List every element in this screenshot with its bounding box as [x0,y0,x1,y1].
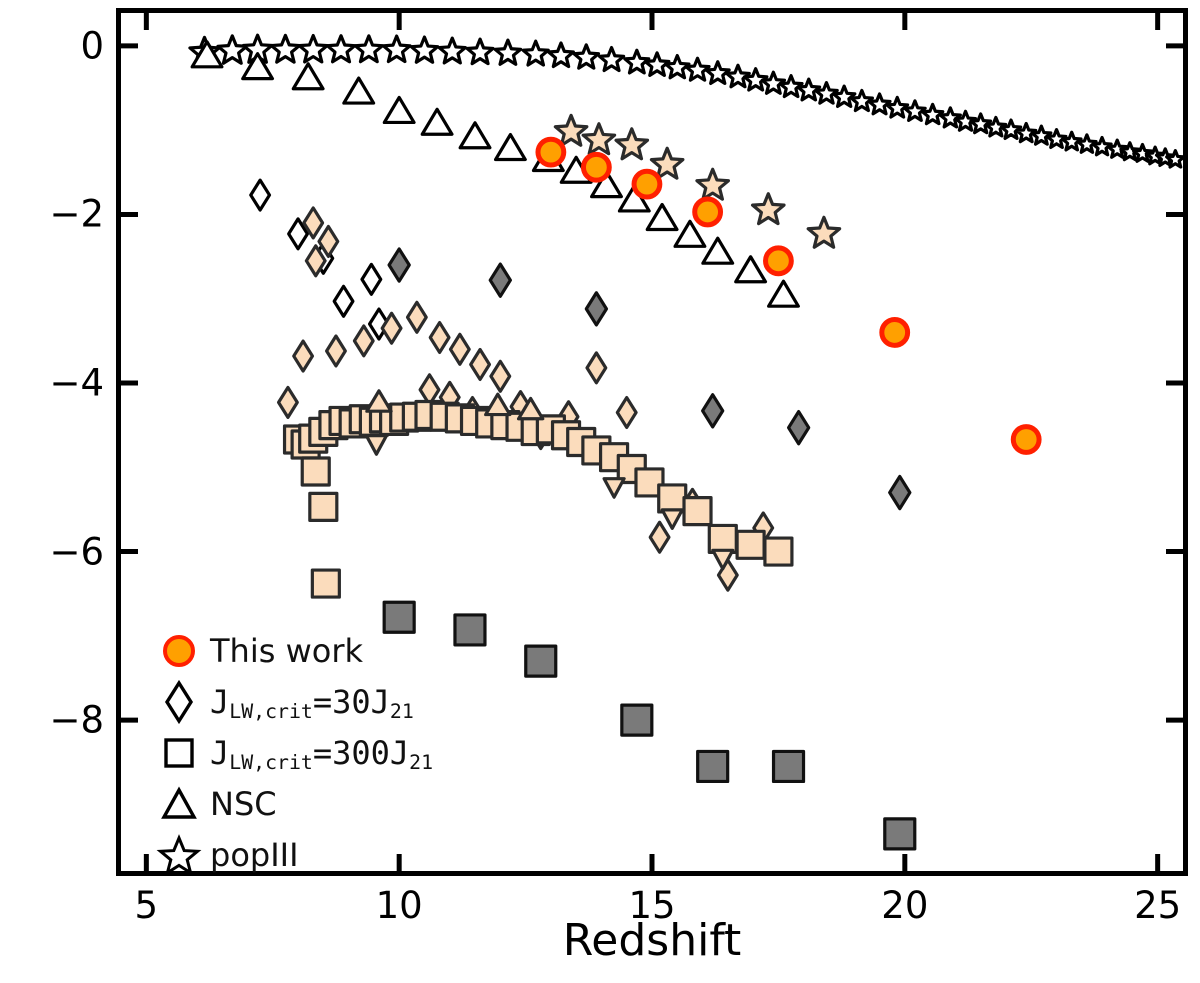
legend-item-popiii[interactable]: popIII [148,829,568,880]
y-tick-label: −4 [49,361,104,405]
legend-label-nsc: NSC [210,784,277,823]
y-tick-label: 0 [80,24,104,68]
open-square-icon [148,731,210,775]
x-tick-label: 20 [881,884,929,927]
filled-circle-icon [148,629,210,673]
y-tick-label: −6 [49,530,104,574]
open-star-icon [148,833,210,877]
legend-label-popiii: popIII [210,835,299,874]
legend-item-this-work[interactable]: This work [148,625,568,676]
x-tick-label: 25 [1134,884,1182,927]
legend-item-jlw-30[interactable]: JLW,crit=30J21 [148,676,568,727]
legend-label-jlw-30: JLW,crit=30J21 [210,682,414,724]
legend-item-nsc[interactable]: NSC [148,778,568,829]
y-tick-label: −8 [49,698,104,742]
x-tick-label: 10 [375,884,423,927]
y-tick-label: −2 [49,192,104,236]
legend-item-jlw-300[interactable]: JLW,crit=300J21 [148,727,568,778]
legend-label-this-work: This work [210,631,363,670]
x-tick-label: 15 [628,884,676,927]
legend-label-jlw-300: JLW,crit=300J21 [210,733,434,775]
x-tick-label: 5 [134,884,159,927]
x-axis-title: Redshift [562,915,742,966]
open-triangle-icon [148,782,210,826]
open-diamond-icon [148,679,210,724]
legend: This work JLW,crit=30J21 JLW,crit=300J21 [148,625,568,880]
